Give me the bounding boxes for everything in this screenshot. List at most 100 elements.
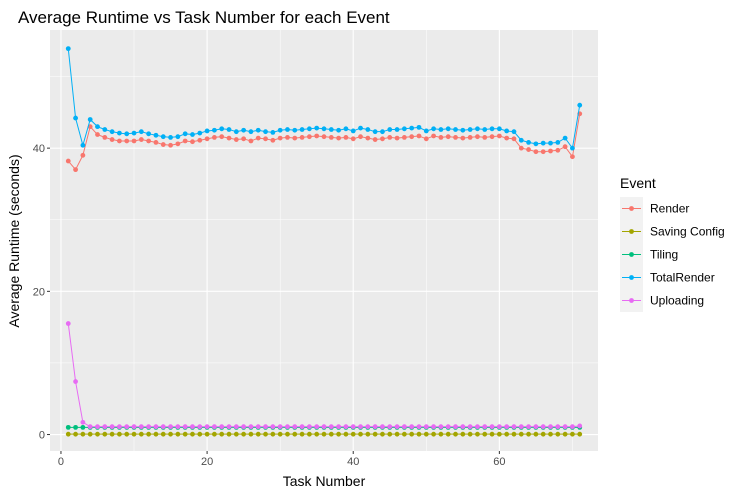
data-point-render xyxy=(138,137,144,142)
data-point-totalrender xyxy=(226,127,232,132)
series-render xyxy=(65,111,583,173)
data-point-uploading xyxy=(409,424,415,430)
data-point-saving-config xyxy=(401,431,407,437)
data-point-saving-config xyxy=(168,431,173,437)
series-uploading xyxy=(65,321,583,430)
y-tick-label: 20 xyxy=(33,286,45,298)
data-point-saving-config xyxy=(518,431,524,437)
data-point-uploading xyxy=(263,424,268,430)
data-point-totalrender xyxy=(80,142,86,148)
legend-item-tiling: Tiling xyxy=(620,243,678,266)
data-point-saving-config xyxy=(336,431,342,437)
data-point-saving-config xyxy=(562,431,568,437)
data-point-render xyxy=(160,142,166,147)
data-point-uploading xyxy=(467,424,473,430)
data-point-render xyxy=(321,134,327,140)
x-tick-label: 60 xyxy=(493,456,505,468)
data-point-totalrender xyxy=(146,131,152,137)
data-point-render xyxy=(153,140,159,145)
data-point-saving-config xyxy=(394,431,400,437)
data-point-totalrender xyxy=(387,127,393,132)
data-point-render xyxy=(518,145,524,151)
legend-label: TotalRender xyxy=(650,271,715,285)
data-point-uploading xyxy=(182,424,188,430)
data-point-saving-config xyxy=(292,431,298,437)
data-point-totalrender xyxy=(358,125,363,131)
data-point-saving-config xyxy=(475,431,480,437)
data-point-totalrender xyxy=(365,127,371,132)
data-point-render xyxy=(511,136,517,142)
data-point-totalrender xyxy=(131,130,137,136)
data-point-saving-config xyxy=(496,431,502,437)
data-point-totalrender xyxy=(197,130,203,136)
data-point-totalrender xyxy=(292,127,298,133)
data-point-saving-config xyxy=(431,431,436,437)
data-point-render xyxy=(409,134,415,140)
data-point-totalrender xyxy=(540,140,546,146)
data-point-uploading xyxy=(387,424,393,430)
data-point-tiling xyxy=(65,424,71,430)
data-point-render xyxy=(80,152,86,158)
x-tick-label: 20 xyxy=(201,456,213,468)
data-point-saving-config xyxy=(570,431,575,437)
data-point-uploading xyxy=(518,424,524,430)
data-point-uploading xyxy=(445,424,451,430)
data-point-totalrender xyxy=(328,127,334,132)
data-point-uploading xyxy=(153,424,159,430)
data-point-uploading xyxy=(314,424,320,430)
data-point-render xyxy=(504,135,510,141)
data-point-saving-config xyxy=(80,431,86,437)
data-point-uploading xyxy=(102,424,108,430)
data-point-render xyxy=(401,134,407,140)
data-point-saving-config xyxy=(577,431,583,437)
data-point-saving-config xyxy=(365,431,371,437)
data-point-totalrender xyxy=(504,128,510,134)
data-point-render xyxy=(445,134,451,140)
series-layer xyxy=(65,46,583,437)
data-point-totalrender xyxy=(475,126,480,132)
data-point-uploading xyxy=(255,424,261,430)
data-point-render xyxy=(292,135,298,141)
data-point-render xyxy=(255,135,261,141)
y-axis: 0 20 40 xyxy=(33,143,50,442)
data-point-render xyxy=(306,134,312,140)
data-point-uploading xyxy=(511,424,517,430)
data-point-render xyxy=(190,139,195,145)
data-point-totalrender xyxy=(285,127,290,132)
data-point-render xyxy=(109,137,115,142)
data-point-saving-config xyxy=(299,431,305,437)
data-point-totalrender xyxy=(409,125,415,131)
data-point-render xyxy=(102,134,108,140)
data-point-saving-config xyxy=(460,431,466,437)
data-point-render xyxy=(358,134,363,140)
data-point-uploading xyxy=(401,424,407,430)
data-point-render xyxy=(540,149,546,155)
legend-key-point xyxy=(629,252,634,257)
data-point-totalrender xyxy=(299,127,305,132)
data-point-render xyxy=(496,133,502,139)
data-point-uploading xyxy=(570,424,575,430)
data-point-saving-config xyxy=(372,431,378,437)
data-point-saving-config xyxy=(482,431,488,437)
data-point-totalrender xyxy=(270,129,276,135)
data-point-uploading xyxy=(482,424,488,430)
data-point-uploading xyxy=(321,424,327,430)
data-point-render xyxy=(95,132,100,137)
data-point-saving-config xyxy=(511,431,517,437)
data-point-uploading xyxy=(219,424,225,430)
data-point-totalrender xyxy=(212,127,217,133)
data-point-totalrender xyxy=(445,126,451,132)
data-point-totalrender xyxy=(496,126,502,132)
data-point-saving-config xyxy=(219,431,225,437)
data-point-totalrender xyxy=(124,131,130,137)
data-point-uploading xyxy=(328,424,334,430)
data-point-render xyxy=(489,134,495,140)
data-point-saving-config xyxy=(548,431,553,437)
chart-title: Average Runtime vs Task Number for each … xyxy=(18,8,390,27)
data-point-render xyxy=(175,141,181,147)
data-point-render xyxy=(453,134,458,140)
data-point-totalrender xyxy=(117,130,122,136)
data-point-totalrender xyxy=(380,129,385,135)
data-point-uploading xyxy=(87,424,93,430)
data-point-uploading xyxy=(438,424,444,430)
